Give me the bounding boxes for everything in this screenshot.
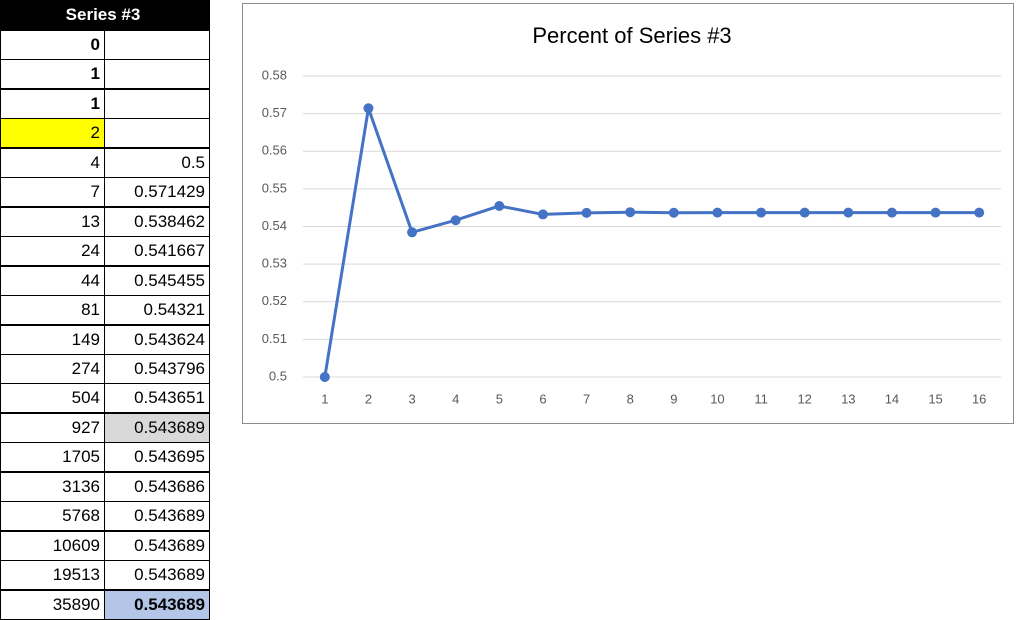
x-tick-label: 8 [627,391,634,406]
data-point [799,207,810,218]
x-tick-label: 13 [841,391,855,406]
table-cell: 0.543689 [104,589,210,620]
data-line [323,106,980,378]
data-point [319,372,330,382]
data-point [712,207,723,218]
data-point [625,207,636,218]
y-tick-label: 0.54 [262,218,287,233]
data-point [537,209,548,220]
x-tick-label: 12 [797,391,811,406]
y-tick-label: 0.5 [269,368,287,383]
y-tick-label: 0.56 [262,143,287,158]
x-tick-label: 5 [496,391,503,406]
chart-title: Percent of Series #3 [532,23,731,48]
data-point [843,207,854,218]
y-tick-label: 0.53 [262,256,287,271]
y-tick-label: 0.51 [262,331,287,346]
data-point [363,103,374,114]
y-tick-label: 0.58 [262,67,287,82]
table-header: Series #3 [0,0,210,30]
data-point [494,200,505,211]
data-point [668,207,679,218]
y-tick-label: 0.57 [262,105,287,120]
x-tick-label: 15 [928,391,942,406]
data-point [974,207,985,218]
data-point [756,207,767,218]
y-tick-label: 0.52 [262,293,287,308]
x-tick-label: 3 [408,391,415,406]
x-tick-label: 7 [583,391,590,406]
data-point [407,227,418,238]
x-tick-label: 11 [754,391,768,406]
chart-frame [242,3,1014,424]
table-cell: 2 [0,118,105,149]
x-tick-label: 1 [321,391,328,406]
x-tick-label: 6 [539,391,546,406]
data-point [581,207,592,218]
data-point [886,207,897,218]
x-tick-label: 2 [365,391,372,406]
x-tick-label: 9 [670,391,677,406]
x-tick-label: 14 [885,391,899,406]
data-point [450,215,461,226]
x-tick-label: 4 [452,391,459,406]
x-tick-label: 16 [972,391,986,406]
data-point [930,207,941,218]
y-tick-label: 0.55 [262,180,287,195]
x-tick-label: 10 [710,391,724,406]
